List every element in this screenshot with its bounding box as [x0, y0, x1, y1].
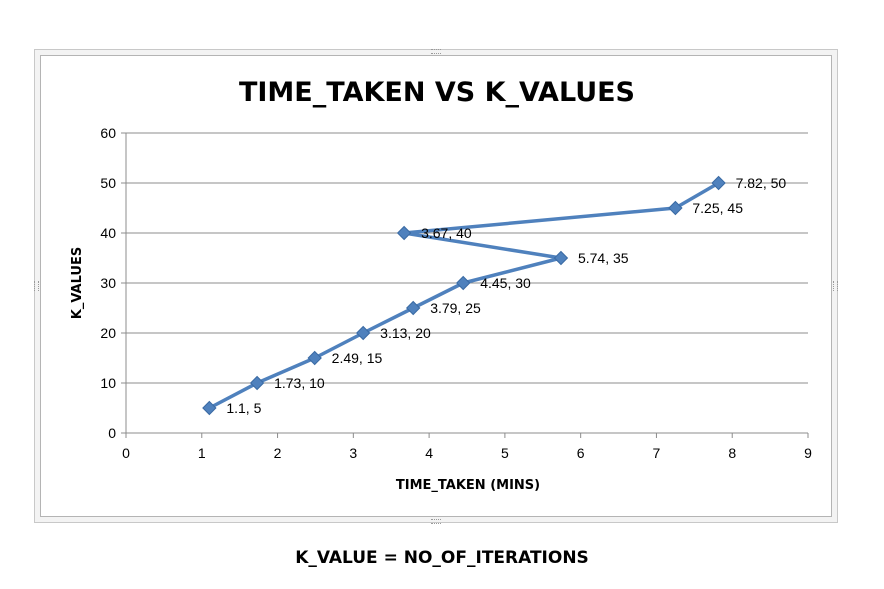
data-point-marker[interactable]	[553, 250, 569, 266]
data-label: 3.13, 20	[380, 325, 431, 341]
data-labels: 1.1, 5 1.73, 10 2.49, 15 3.13, 20 3.79, 25 4.…	[226, 175, 786, 416]
data-point-marker[interactable]	[456, 275, 471, 291]
series-time-vs-k	[202, 175, 726, 416]
data-point-marker[interactable]	[249, 375, 265, 391]
y-tick-label: 50	[100, 175, 116, 191]
data-point-marker[interactable]	[405, 300, 421, 316]
y-tick-label: 20	[100, 325, 116, 341]
x-tick-label: 7	[653, 445, 661, 461]
data-point-marker[interactable]	[355, 325, 371, 341]
y-tick-label: 30	[100, 275, 116, 291]
x-tick-labels: 0 1 2 3 4 5 6 7 8 9	[122, 445, 812, 461]
axes	[121, 132, 809, 438]
x-tick-label: 1	[198, 445, 206, 461]
data-label: 4.45, 30	[480, 275, 531, 291]
data-label: 3.79, 25	[430, 300, 481, 316]
y-tick-label: 40	[100, 225, 116, 241]
chart-title: TIME_TAKEN VS K_VALUES	[239, 77, 635, 108]
y-axis-title: K_VALUES	[70, 247, 85, 319]
x-tick-label: 9	[804, 445, 812, 461]
data-point-marker[interactable]	[396, 225, 412, 241]
x-tick-label: 3	[349, 445, 357, 461]
gridlines	[126, 132, 808, 384]
resize-handle-bottom[interactable]	[431, 519, 441, 524]
x-tick-label: 2	[274, 445, 282, 461]
chart-area[interactable]	[40, 55, 832, 517]
data-point-marker[interactable]	[711, 175, 726, 191]
resize-handle-left[interactable]	[34, 281, 39, 291]
x-tick-label: 5	[501, 445, 509, 461]
chart-caption: K_VALUE = NO_OF_ITERATIONS	[295, 548, 589, 568]
x-tick-label: 0	[122, 445, 130, 461]
data-label: 1.1, 5	[226, 400, 261, 416]
data-label: 7.82, 50	[736, 175, 787, 191]
y-tick-label: 60	[100, 125, 116, 141]
y-tick-labels: 0 10 20 30 40 50 60	[100, 125, 116, 441]
data-point-marker[interactable]	[307, 350, 322, 366]
resize-handle-top[interactable]	[431, 49, 441, 54]
y-tick-label: 10	[100, 375, 116, 391]
data-label: 5.74, 35	[578, 250, 629, 266]
series-line	[208, 181, 720, 410]
x-tick-label: 4	[425, 445, 433, 461]
data-label: 1.73, 10	[274, 375, 325, 391]
data-point-marker[interactable]	[668, 200, 683, 216]
x-tick-label: 8	[728, 445, 736, 461]
resize-handle-right[interactable]	[833, 281, 838, 291]
data-point-marker[interactable]	[202, 400, 217, 416]
data-label: 7.25, 45	[692, 200, 743, 216]
x-axis-title: TIME_TAKEN (MINS)	[396, 478, 540, 493]
y-tick-label: 0	[108, 425, 116, 441]
data-label: 2.49, 15	[332, 350, 383, 366]
x-tick-label: 6	[577, 445, 585, 461]
data-label: 3.67, 40	[421, 225, 472, 241]
